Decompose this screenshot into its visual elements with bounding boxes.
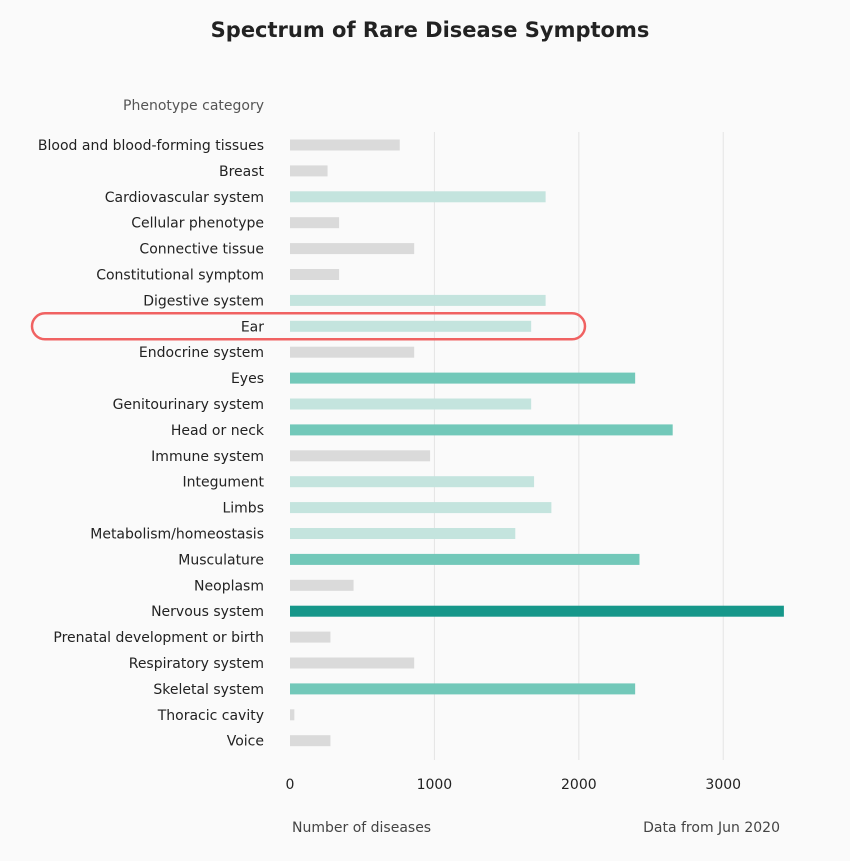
bar — [290, 398, 532, 410]
category-label: Breast — [219, 164, 265, 180]
bar — [290, 320, 532, 332]
bar — [290, 139, 400, 151]
x-tick-label: 2000 — [561, 777, 597, 793]
category-label: Eyes — [231, 371, 264, 387]
category-label: Metabolism/homeostasis — [90, 527, 264, 543]
bar — [290, 709, 295, 721]
category-labels: Blood and blood-forming tissues Breast Car… — [38, 138, 265, 750]
bar — [290, 735, 331, 747]
bar — [290, 579, 354, 591]
y-axis-label: Phenotype category — [123, 98, 264, 114]
bar — [290, 165, 328, 177]
bar — [290, 191, 546, 203]
category-label: Genitourinary system — [113, 397, 264, 413]
bar — [290, 294, 546, 306]
bar — [290, 269, 340, 280]
bar — [290, 528, 516, 539]
category-label: Endocrine system — [139, 345, 264, 361]
category-label: Prenatal development or birth — [53, 630, 264, 646]
x-tick-label: 0 — [286, 777, 295, 793]
bar — [290, 605, 784, 617]
x-axis-label: Number of diseases — [292, 820, 431, 836]
bar — [290, 372, 636, 384]
category-label: Cardiovascular system — [105, 190, 264, 206]
category-label: Constitutional symptom — [96, 268, 264, 284]
category-label: Head or neck — [171, 423, 265, 439]
bars — [290, 139, 784, 747]
data-source-note: Data from Jun 2020 — [643, 820, 780, 836]
bar — [290, 424, 673, 436]
bar — [290, 346, 415, 358]
category-label: Neoplasm — [194, 578, 264, 594]
category-label: Skeletal system — [153, 682, 264, 698]
x-tick-labels: 0 1000 2000 3000 — [286, 777, 742, 793]
category-label: Respiratory system — [129, 656, 264, 672]
gridlines — [433, 132, 724, 760]
category-label: Thoracic cavity — [157, 708, 264, 724]
bar — [290, 657, 415, 669]
category-label: Blood and blood-forming tissues — [38, 138, 264, 154]
category-label: Ear — [241, 319, 264, 335]
bar — [290, 631, 331, 643]
bar — [290, 683, 636, 695]
highlight-annotation — [30, 312, 587, 341]
x-tick-label: 3000 — [705, 777, 741, 793]
bar — [290, 450, 431, 462]
category-label: Cellular phenotype — [131, 216, 264, 232]
bar — [290, 476, 535, 488]
category-label: Voice — [227, 734, 264, 750]
category-label: Musculature — [178, 552, 264, 568]
category-label: Connective tissue — [139, 242, 264, 258]
chart-title: Spectrum of Rare Disease Symptoms — [211, 18, 650, 42]
bar — [290, 553, 640, 565]
category-label: Nervous system — [151, 604, 264, 620]
category-label: Integument — [183, 475, 265, 491]
highlight-ellipse — [30, 312, 587, 341]
category-label: Immune system — [151, 449, 264, 465]
bar — [290, 217, 340, 229]
bar — [290, 502, 552, 514]
category-label: Digestive system — [143, 293, 264, 309]
category-label: Limbs — [222, 501, 264, 517]
bar — [290, 243, 415, 255]
x-tick-label: 1000 — [417, 777, 453, 793]
